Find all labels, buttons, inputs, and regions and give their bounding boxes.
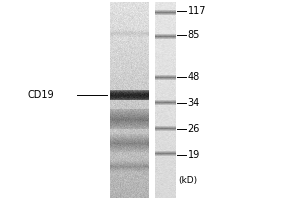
Text: CD19: CD19 — [27, 90, 54, 100]
Text: 117: 117 — [188, 6, 206, 16]
Text: 26: 26 — [188, 124, 200, 134]
Text: 34: 34 — [188, 98, 200, 108]
Text: 48: 48 — [188, 72, 200, 82]
Text: (kD): (kD) — [178, 176, 198, 184]
Text: 19: 19 — [188, 150, 200, 160]
Text: 85: 85 — [188, 30, 200, 40]
